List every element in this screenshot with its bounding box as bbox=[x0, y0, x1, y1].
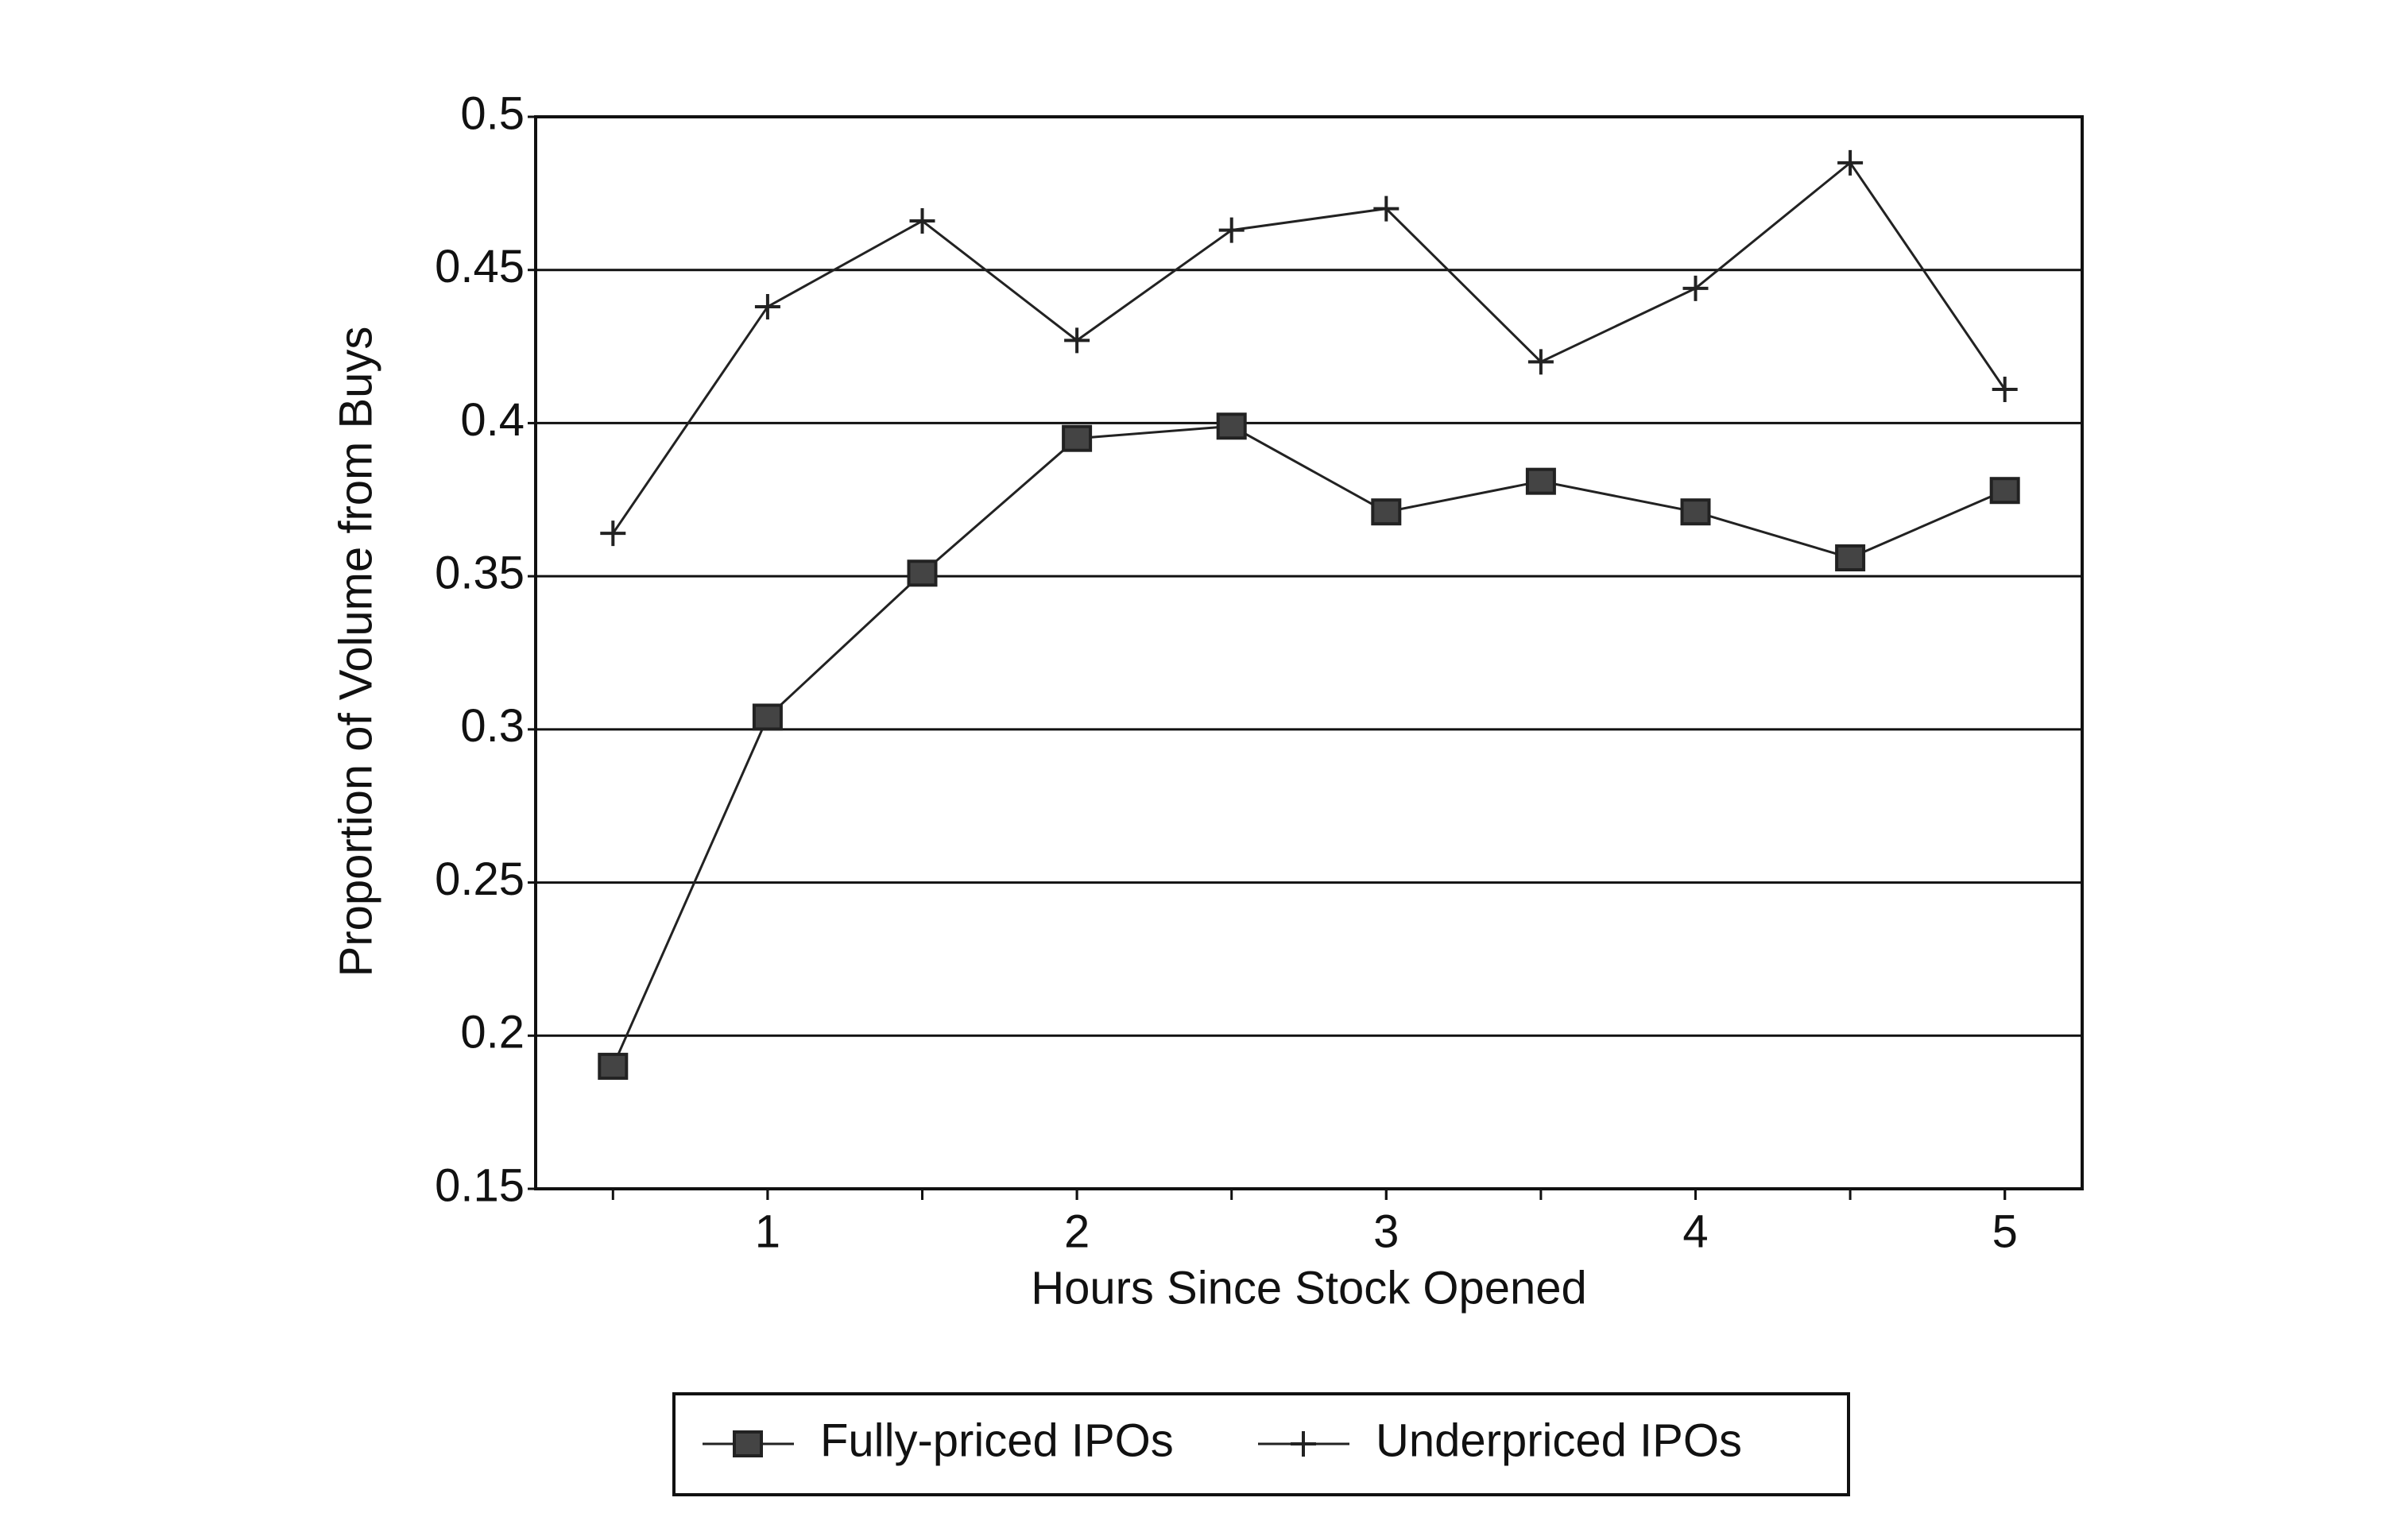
marker-square bbox=[752, 703, 783, 731]
y-tick-label: 0.5 bbox=[460, 87, 525, 139]
y-tick-label: 0.4 bbox=[460, 394, 525, 446]
marker-plus bbox=[1992, 377, 2018, 403]
plot-frame bbox=[534, 115, 2084, 1190]
legend-label: Fully-priced IPOs bbox=[820, 1414, 1174, 1466]
series-line bbox=[612, 161, 2006, 535]
marker-square bbox=[1989, 477, 2020, 505]
marker-plus bbox=[1373, 195, 1400, 222]
x-axis-title: Hours Since Stock Opened bbox=[1031, 1262, 1587, 1314]
marker-plus bbox=[1527, 349, 1554, 375]
marker-plus bbox=[909, 208, 935, 234]
y-tick-label: 0.25 bbox=[435, 853, 525, 905]
marker-square bbox=[1525, 467, 1556, 495]
legend-marker bbox=[1291, 1431, 1316, 1457]
x-tick-label: 5 bbox=[1992, 1205, 2018, 1257]
y-axis-title: Proportion of Volume from Buys bbox=[330, 327, 381, 977]
y-tick-label: 0.3 bbox=[460, 700, 525, 752]
marker-square bbox=[1216, 412, 1247, 440]
marker-square bbox=[1835, 544, 1866, 572]
marker-plus bbox=[1218, 217, 1245, 243]
marker-plus bbox=[1682, 275, 1709, 301]
marker-square bbox=[598, 1052, 629, 1080]
y-tick-label: 0.15 bbox=[435, 1159, 525, 1211]
marker-square bbox=[907, 559, 938, 587]
marker-square bbox=[1062, 424, 1093, 452]
marker-square bbox=[1680, 498, 1711, 526]
y-tick-label: 0.45 bbox=[435, 241, 525, 292]
y-tick-label: 0.2 bbox=[460, 1007, 525, 1058]
x-tick-label: 1 bbox=[755, 1205, 780, 1257]
marker-plus bbox=[754, 293, 780, 319]
marker-square bbox=[1371, 498, 1402, 526]
x-tick-label: 3 bbox=[1373, 1205, 1399, 1257]
x-tick-label: 4 bbox=[1682, 1205, 1708, 1257]
legend-marker bbox=[733, 1430, 763, 1457]
legend-label: Underpriced IPOs bbox=[1376, 1414, 1742, 1466]
legend-box bbox=[672, 1392, 1850, 1496]
x-tick-label: 2 bbox=[1064, 1205, 1090, 1257]
marker-plus bbox=[1837, 149, 1864, 176]
series-line bbox=[611, 424, 2006, 1067]
y-tick-label: 0.35 bbox=[435, 547, 525, 598]
marker-plus bbox=[1064, 327, 1090, 354]
marker-plus bbox=[600, 521, 626, 547]
